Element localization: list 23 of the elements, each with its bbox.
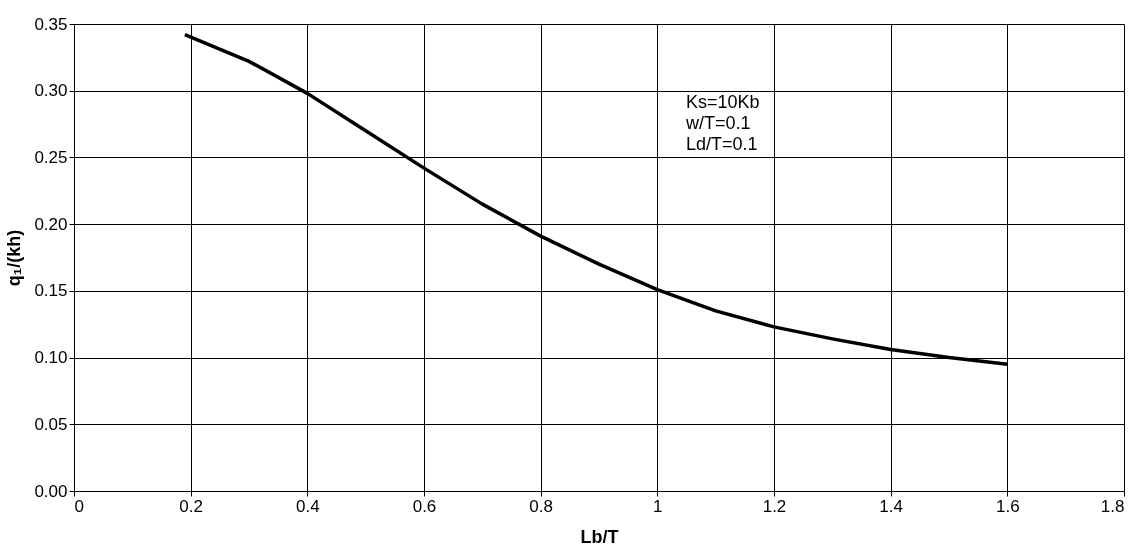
y-axis-title: q₁/(kh) bbox=[4, 229, 25, 287]
annotation: w/T=0.1 bbox=[685, 113, 751, 133]
x-tick-label: 1.4 bbox=[879, 496, 903, 516]
x-tick-label: 1.6 bbox=[996, 496, 1020, 516]
x-tick-label: 0.2 bbox=[179, 496, 203, 516]
y-tick-label: 0.05 bbox=[34, 414, 68, 434]
annotation: Ld/T=0.1 bbox=[686, 134, 758, 154]
x-tick-label: 0.6 bbox=[412, 496, 437, 516]
y-tick-label: 0.00 bbox=[34, 481, 68, 501]
x-tick-label: 1 bbox=[653, 496, 663, 516]
y-tick-label: 0.30 bbox=[34, 81, 68, 101]
annotation: Ks=10Kb bbox=[686, 92, 760, 112]
y-tick-label: 0.15 bbox=[34, 281, 68, 301]
x-tick-label: 0 bbox=[74, 496, 84, 516]
x-tick-label: 1.2 bbox=[762, 496, 787, 516]
y-tick-label: 0.25 bbox=[34, 147, 68, 167]
x-tick-label: 0.4 bbox=[296, 496, 320, 516]
y-tick-label: 0.35 bbox=[34, 14, 68, 34]
x-tick-label: 1.8 bbox=[1100, 496, 1125, 516]
y-tick-label: 0.20 bbox=[34, 214, 68, 234]
x-tick-label: 0.8 bbox=[529, 496, 553, 516]
y-tick-label: 0.10 bbox=[34, 348, 68, 368]
x-axis-title: Lb/T bbox=[580, 526, 619, 547]
